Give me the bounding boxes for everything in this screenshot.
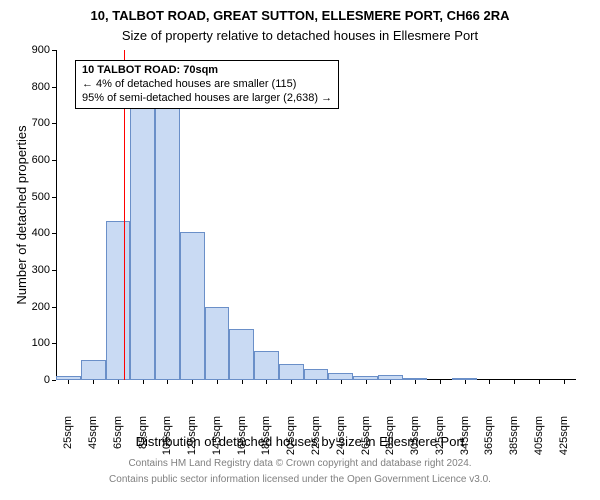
y-tick xyxy=(52,270,56,271)
x-tick xyxy=(167,380,168,384)
histogram-bar xyxy=(254,351,279,380)
footnote-line2: Contains public sector information licen… xyxy=(0,474,600,485)
y-tick xyxy=(52,380,56,381)
x-tick xyxy=(143,380,144,384)
x-tick xyxy=(118,380,119,384)
x-tick xyxy=(266,380,267,384)
histogram-bar xyxy=(106,221,131,381)
infobox-line2: ← 4% of detached houses are smaller (115… xyxy=(82,78,332,92)
y-axis-label: Number of detached properties xyxy=(14,50,29,380)
x-tick xyxy=(465,380,466,384)
histogram-bar xyxy=(279,364,304,381)
figure: 10, TALBOT ROAD, GREAT SUTTON, ELLESMERE… xyxy=(0,0,600,500)
y-tick xyxy=(52,50,56,51)
x-tick xyxy=(316,380,317,384)
histogram-bar xyxy=(180,232,205,381)
x-tick xyxy=(440,380,441,384)
infobox-line1: 10 TALBOT ROAD: 70sqm xyxy=(82,64,332,78)
histogram-bar xyxy=(304,369,329,380)
y-tick xyxy=(52,197,56,198)
x-tick xyxy=(415,380,416,384)
x-tick xyxy=(68,380,69,384)
x-tick xyxy=(242,380,243,384)
infobox-line3: 95% of semi-detached houses are larger (… xyxy=(82,92,332,106)
x-tick xyxy=(564,380,565,384)
histogram-bar xyxy=(130,105,155,380)
x-tick xyxy=(489,380,490,384)
histogram-bar xyxy=(328,373,353,380)
y-tick-label: 800 xyxy=(22,81,50,93)
y-tick-label: 300 xyxy=(22,264,50,276)
y-tick-label: 900 xyxy=(22,44,50,56)
y-tick-label: 700 xyxy=(22,117,50,129)
histogram-bar xyxy=(205,307,230,380)
y-tick-label: 100 xyxy=(22,337,50,349)
chart-title-line1: 10, TALBOT ROAD, GREAT SUTTON, ELLESMERE… xyxy=(0,8,600,23)
chart-title-line2: Size of property relative to detached ho… xyxy=(0,28,600,43)
x-tick xyxy=(341,380,342,384)
x-tick xyxy=(539,380,540,384)
y-tick xyxy=(52,87,56,88)
y-tick-label: 200 xyxy=(22,301,50,313)
y-tick xyxy=(52,233,56,234)
x-tick xyxy=(514,380,515,384)
histogram-bar xyxy=(81,360,106,380)
x-tick xyxy=(217,380,218,384)
y-tick xyxy=(52,160,56,161)
y-tick xyxy=(52,307,56,308)
y-tick xyxy=(52,123,56,124)
property-info-box: 10 TALBOT ROAD: 70sqm ← 4% of detached h… xyxy=(75,60,339,109)
x-tick xyxy=(366,380,367,384)
x-tick xyxy=(93,380,94,384)
y-tick-label: 0 xyxy=(22,374,50,386)
y-tick-label: 600 xyxy=(22,154,50,166)
y-tick xyxy=(52,343,56,344)
histogram-bar xyxy=(229,329,254,380)
histogram-bar xyxy=(155,107,180,380)
y-tick-label: 400 xyxy=(22,227,50,239)
footnote-line1: Contains HM Land Registry data © Crown c… xyxy=(0,458,600,469)
x-tick xyxy=(390,380,391,384)
y-tick-label: 500 xyxy=(22,191,50,203)
x-tick xyxy=(192,380,193,384)
x-tick xyxy=(291,380,292,384)
